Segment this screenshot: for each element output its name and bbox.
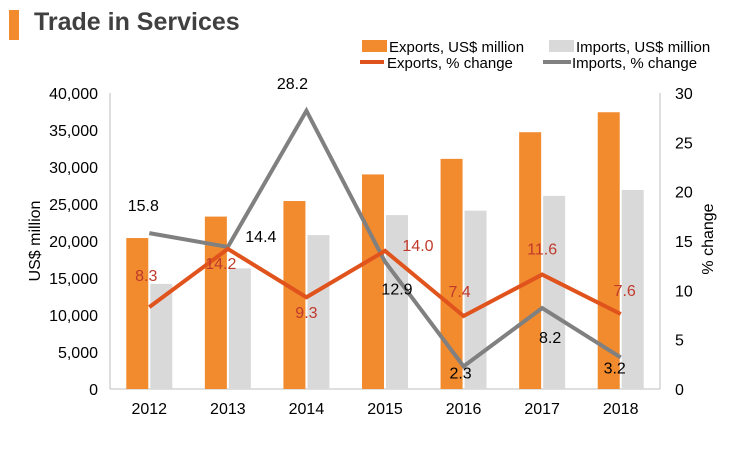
exports-change-label: 14.2 — [205, 256, 236, 273]
legend-label-exports-bar: Exports, US$ million — [389, 39, 524, 56]
imports-bar — [621, 189, 644, 389]
y-tick-label: 0 — [89, 382, 98, 399]
x-tick-label: 2014 — [289, 401, 325, 418]
y2-axis-title: % change — [700, 203, 717, 274]
y2-tick-label: 20 — [675, 185, 693, 202]
legend-label-imports-line: Imports, % change — [572, 55, 697, 72]
exports-bar — [283, 201, 306, 389]
y2-tick-label: 0 — [675, 382, 684, 399]
exports-bar — [597, 112, 620, 390]
bars — [126, 112, 644, 390]
legend: Exports, US$ million Imports, US$ million… — [360, 39, 710, 72]
y2-tick-label: 10 — [675, 283, 693, 300]
y2-tick-label: 5 — [675, 333, 684, 350]
y-tick-label: 5,000 — [58, 345, 98, 362]
x-tick-label: 2012 — [131, 401, 167, 418]
y-tick-label: 25,000 — [49, 197, 98, 214]
y-axis-title: US$ million — [27, 201, 44, 282]
imports-bar — [543, 195, 566, 389]
y2-tick-label: 25 — [675, 135, 693, 152]
x-tick-label: 2016 — [446, 401, 482, 418]
imports-change-label: 8.2 — [539, 330, 561, 347]
y-tick-label: 30,000 — [49, 160, 98, 177]
y-tick-label: 20,000 — [49, 234, 98, 251]
exports-change-line — [148, 246, 622, 319]
exports-bar — [440, 158, 463, 389]
axes: 0 5,000 10,000 15,000 20,000 25,000 30,000 35,0… — [27, 86, 717, 418]
y-tick-label: 10,000 — [49, 308, 98, 325]
y-tick-label: 40,000 — [49, 86, 98, 103]
data-labels: 8.3 14.2 9.3 14.0 7.4 11.6 7.6 15.8 14.4 28.2 12.9… — [128, 76, 636, 383]
x-tick-label: 2018 — [603, 401, 639, 418]
imports-change-label: 3.2 — [604, 360, 626, 377]
imports-change-label: 2.3 — [449, 365, 471, 382]
exports-change-label: 9.3 — [295, 305, 317, 322]
imports-bar — [464, 210, 487, 389]
x-tick-label: 2015 — [367, 401, 403, 418]
x-tick-label: 2013 — [210, 401, 246, 418]
exports-bar — [519, 132, 542, 389]
exports-change-label: 14.0 — [402, 238, 433, 255]
exports-change-label: 8.3 — [135, 268, 157, 285]
y-tick-label: 15,000 — [49, 271, 98, 288]
title-accent-bar — [9, 10, 19, 40]
x-tick-label: 2017 — [524, 401, 560, 418]
imports-bar — [228, 268, 251, 389]
imports-bar — [307, 235, 330, 389]
exports-change-label: 7.6 — [614, 283, 636, 300]
legend-swatch-exports-bar — [362, 40, 387, 52]
imports-change-label: 15.8 — [128, 198, 159, 215]
exports-bar — [126, 238, 149, 389]
exports-change-label: 7.4 — [448, 284, 470, 301]
y2-tick-label: 15 — [675, 234, 693, 251]
y2-tick-label: 30 — [675, 86, 693, 103]
exports-change-label: 11.6 — [527, 242, 557, 259]
imports-change-label: 12.9 — [381, 282, 412, 299]
lines — [148, 106, 622, 370]
imports-bar — [150, 283, 173, 389]
imports-change-label: 14.4 — [245, 229, 276, 246]
y-tick-label: 35,000 — [49, 123, 98, 140]
chart-title: Trade in Services — [34, 8, 240, 36]
legend-label-exports-line: Exports, % change — [387, 55, 513, 72]
legend-swatch-imports-bar — [549, 40, 574, 52]
legend-label-imports-bar: Imports, US$ million — [576, 39, 710, 56]
imports-change-label: 28.2 — [277, 76, 308, 93]
